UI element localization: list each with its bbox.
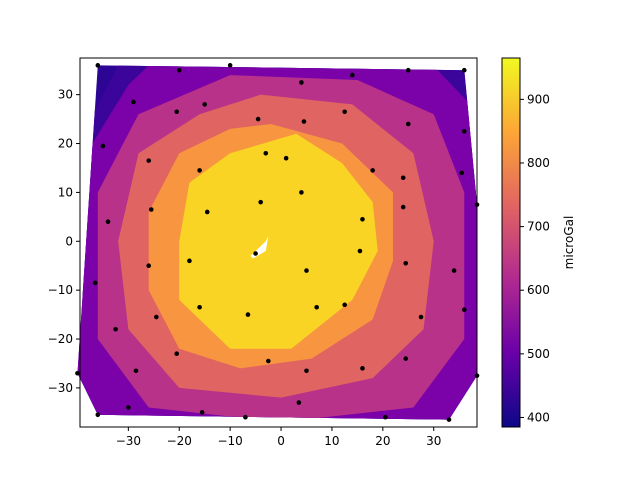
- station-point: [370, 168, 375, 173]
- y-tick-label: −10: [48, 283, 73, 297]
- station-point: [197, 304, 202, 310]
- station-point: [227, 63, 233, 68]
- station-point: [176, 67, 182, 73]
- y-tick-label: 30: [58, 88, 73, 102]
- station-point: [296, 400, 302, 405]
- station-point: [418, 314, 424, 320]
- x-tick-label: −10: [217, 434, 242, 448]
- station-point: [154, 314, 159, 320]
- y-tick-label: −30: [48, 381, 73, 395]
- station-point: [174, 351, 180, 356]
- x-tick-label: 30: [426, 434, 441, 448]
- station-point: [148, 207, 154, 212]
- colorbar-tick-label: 900: [527, 92, 550, 106]
- station-point: [314, 304, 319, 310]
- plot-area: −30 −20 −10 0 10 20 30 −30 −20 −10 0 10 20 30: [48, 57, 480, 448]
- station-point: [304, 368, 309, 374]
- station-point: [461, 129, 467, 134]
- contour-bands: [77, 65, 477, 420]
- station-point: [75, 370, 80, 376]
- y-axis: −30 −20 −10 0 10 20 30: [48, 88, 80, 395]
- x-tick-label: −20: [167, 434, 192, 448]
- station-point: [299, 190, 304, 195]
- station-point: [360, 366, 365, 371]
- station-point: [266, 358, 271, 364]
- station-point: [131, 99, 136, 105]
- y-tick-label: −20: [48, 332, 73, 346]
- x-tick-label: 10: [324, 434, 339, 448]
- station-point: [360, 216, 365, 222]
- y-tick-label: 0: [65, 234, 73, 248]
- colorbar-tick-label: 800: [527, 156, 550, 170]
- colorbar-tick-label: 700: [527, 220, 550, 234]
- station-point: [342, 302, 347, 308]
- station-point: [255, 116, 261, 122]
- station-point: [357, 248, 363, 254]
- station-point: [126, 405, 131, 410]
- station-point: [403, 260, 409, 266]
- station-point: [451, 268, 457, 273]
- station-point: [199, 410, 205, 415]
- colorbar-axis: 400 500 600 700 800 900: [520, 92, 550, 424]
- station-point: [92, 280, 98, 286]
- station-point: [95, 63, 101, 68]
- station-point: [383, 414, 388, 420]
- station-point: [446, 417, 452, 422]
- station-point: [263, 151, 269, 156]
- y-tick-label: 20: [58, 137, 73, 151]
- station-point: [187, 258, 192, 264]
- station-point: [204, 209, 210, 215]
- station-point: [146, 263, 152, 269]
- station-point: [283, 155, 289, 161]
- colorbar-tick-label: 400: [527, 410, 550, 424]
- station-point: [133, 368, 139, 374]
- station-point: [350, 72, 355, 78]
- station-point: [342, 109, 347, 115]
- y-tick-label: 10: [58, 185, 73, 199]
- colorbar-tick-label: 600: [527, 283, 550, 297]
- colorbar: 400 500 600 700 800 900 microGal: [501, 57, 576, 428]
- station-point: [113, 326, 118, 332]
- x-tick-label: 20: [375, 434, 390, 448]
- x-tick-label: −30: [116, 434, 141, 448]
- station-point: [461, 307, 467, 313]
- station-point: [299, 80, 304, 85]
- station-point: [253, 251, 258, 256]
- x-axis: −30 −20 −10 0 10 20 30: [116, 427, 441, 448]
- station-point: [459, 170, 465, 176]
- colorbar-label: microGal: [562, 216, 576, 270]
- station-point: [146, 158, 152, 163]
- x-tick-label: 0: [277, 434, 285, 448]
- station-point: [301, 119, 307, 124]
- station-point: [405, 121, 411, 127]
- station-point: [202, 102, 207, 107]
- station-point: [243, 414, 248, 420]
- colorbar-tick-label: 500: [527, 347, 550, 361]
- station-point: [461, 67, 467, 73]
- plot-frame: [79, 57, 478, 428]
- station-point: [197, 168, 202, 173]
- station-point: [100, 143, 106, 149]
- station-point: [245, 312, 251, 317]
- station-point: [400, 175, 406, 181]
- station-point: [95, 412, 101, 418]
- station-point: [258, 199, 263, 205]
- station-point: [105, 219, 111, 225]
- colorbar-gradient: [501, 57, 521, 428]
- contour-band-900: [179, 133, 378, 349]
- station-point: [403, 356, 409, 361]
- station-point: [174, 109, 180, 115]
- station-point: [400, 204, 406, 210]
- station-point: [304, 268, 309, 273]
- station-point: [405, 67, 411, 73]
